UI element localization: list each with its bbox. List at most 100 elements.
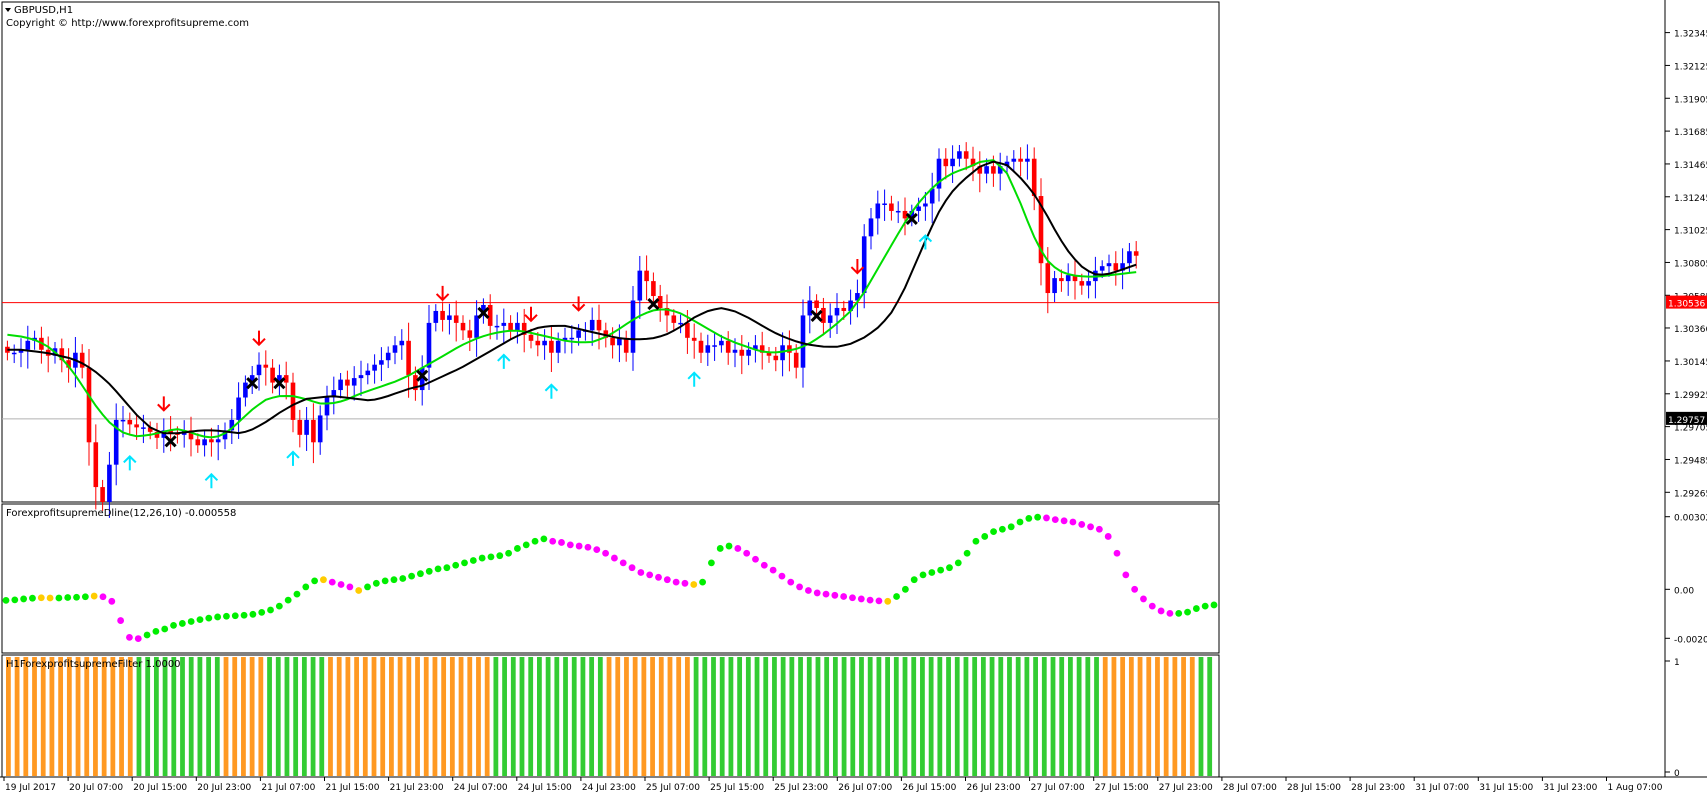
candle-body [617, 337, 622, 346]
time-tick-label: 21 Jul 15:00 [326, 783, 380, 793]
candle-body [746, 349, 751, 356]
candle-body [902, 210, 908, 219]
filter-bar [415, 657, 420, 776]
price-tick-label: 1.30805 [1674, 259, 1707, 269]
dline-dot [566, 541, 574, 549]
candle-body [120, 419, 126, 422]
candle-body [977, 166, 983, 174]
dline-dot [584, 543, 592, 551]
time-tick-label: 24 Jul 07:00 [454, 783, 508, 793]
filter-bar [319, 657, 325, 776]
filter-bar [798, 657, 803, 776]
dline-dot [954, 559, 962, 567]
dline-pane[interactable] [1, 503, 1220, 654]
candle-body [651, 281, 656, 297]
candle-body [433, 310, 439, 323]
candle-body [358, 375, 364, 379]
candle-body [426, 322, 432, 368]
filter-bar [145, 657, 151, 776]
candle-body [685, 322, 690, 338]
filter-bar [40, 657, 46, 776]
dline-dot [46, 594, 54, 602]
signals [123, 212, 933, 489]
filter-bar [362, 657, 368, 776]
candle-body [542, 340, 547, 346]
candle-body [712, 345, 717, 347]
filter-bar [1146, 657, 1152, 776]
candle-body [467, 330, 473, 338]
candle-body [351, 378, 357, 386]
dline-dot [716, 545, 724, 552]
filter-bar [754, 657, 760, 776]
filter-bar [1128, 657, 1134, 776]
filter-bar [188, 657, 194, 776]
candle-body [991, 166, 996, 174]
filter-bar [171, 657, 177, 776]
candle-body [256, 364, 262, 376]
filter-bar [1007, 657, 1012, 776]
dline-dot [681, 579, 689, 587]
candle-body [671, 315, 677, 323]
dline-dot [893, 593, 900, 600]
dline-dot [126, 633, 133, 641]
candle-body [970, 158, 976, 167]
candle-body [943, 158, 949, 167]
time-tick-label: 24 Jul 15:00 [518, 783, 572, 793]
candle-body [392, 345, 398, 353]
dline-dot [1210, 601, 1218, 609]
candle-body [270, 367, 275, 383]
dline-dot [187, 618, 195, 625]
dline-tick-label: 0.003021 [1674, 514, 1707, 524]
dline-dot [170, 621, 177, 629]
sell-arrow-icon [435, 285, 450, 302]
filter-bar [832, 657, 838, 776]
dline-dot [990, 528, 997, 536]
filter-bar [632, 657, 638, 776]
candle-body [365, 370, 371, 376]
dline-dot [267, 606, 274, 614]
filter-bar [14, 657, 20, 776]
candle-body [243, 382, 248, 398]
filter-bar [502, 657, 507, 776]
candle-body [345, 379, 350, 386]
dline-dot [249, 610, 257, 618]
candle-body [127, 419, 133, 425]
dline-dot [284, 596, 292, 604]
filter-bar [389, 657, 394, 776]
dline-dot [223, 612, 230, 620]
current-price-label-box [1666, 295, 1707, 309]
time-tick-label: 19 Jul 2017 [5, 783, 56, 793]
dline-dot [1043, 514, 1050, 522]
collapse-triangle-icon[interactable] [5, 8, 11, 12]
dline-dot [64, 594, 72, 601]
time-tick-label: 24 Jul 23:00 [582, 783, 636, 793]
sell-arrow-icon [157, 396, 171, 412]
dline-dot [743, 549, 751, 557]
dline-dot [1166, 609, 1174, 617]
filter-bar [58, 657, 64, 776]
price-tick-label: 1.29705 [1674, 424, 1707, 434]
dline-dot [302, 583, 310, 591]
sell-arrow-icon [850, 259, 865, 275]
filter-bar [989, 657, 995, 776]
dline-dot [981, 533, 989, 540]
time-tick-label: 25 Jul 15:00 [710, 783, 764, 793]
filter-bar [162, 657, 168, 776]
buy-arrow-icon [497, 353, 511, 369]
dline-dot [963, 549, 971, 557]
candle-body [147, 427, 153, 432]
candle-body [923, 203, 928, 207]
filter-bar [571, 657, 577, 776]
filter-bar [197, 657, 203, 776]
current-price-label: 1.30536 [1668, 300, 1705, 310]
time-axis: 19 Jul 2017 20 Jul 07:00 20 Jul 15:00 20 Ju… [3, 777, 1663, 793]
filter-bar [1207, 657, 1213, 776]
filter-bar [902, 657, 908, 776]
candle-body [698, 340, 704, 353]
candle-body [841, 307, 847, 311]
filter-bar [1024, 657, 1030, 776]
filter-bar [554, 657, 560, 776]
filter-bar [937, 657, 943, 776]
candle-body [501, 322, 507, 326]
